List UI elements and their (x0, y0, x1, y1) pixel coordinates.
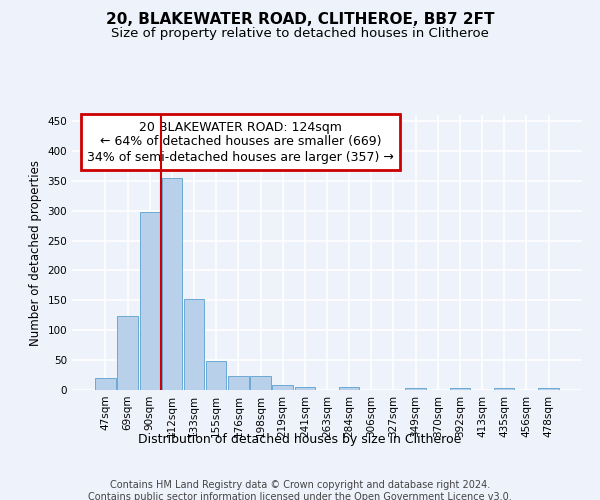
Bar (538, 388, 559, 390)
Bar (250, 376, 271, 390)
Bar (161, 178, 182, 390)
Y-axis label: Number of detached properties: Number of detached properties (29, 160, 42, 346)
Bar (206, 362, 226, 390)
Bar (118, 316, 138, 390)
Bar (339, 387, 359, 390)
Bar (295, 387, 315, 390)
Bar (95, 378, 116, 390)
Bar (494, 388, 514, 390)
Bar (272, 385, 293, 390)
Bar (450, 388, 470, 390)
Bar (228, 376, 248, 390)
Bar (140, 212, 160, 390)
Text: Contains HM Land Registry data © Crown copyright and database right 2024.
Contai: Contains HM Land Registry data © Crown c… (88, 480, 512, 500)
Bar (184, 299, 204, 390)
Text: 20, BLAKEWATER ROAD, CLITHEROE, BB7 2FT: 20, BLAKEWATER ROAD, CLITHEROE, BB7 2FT (106, 12, 494, 28)
Text: 20 BLAKEWATER ROAD: 124sqm
← 64% of detached houses are smaller (669)
34% of sem: 20 BLAKEWATER ROAD: 124sqm ← 64% of deta… (87, 120, 394, 164)
Text: Size of property relative to detached houses in Clitheroe: Size of property relative to detached ho… (111, 28, 489, 40)
Bar (406, 388, 426, 390)
Text: Distribution of detached houses by size in Clitheroe: Distribution of detached houses by size … (139, 432, 461, 446)
